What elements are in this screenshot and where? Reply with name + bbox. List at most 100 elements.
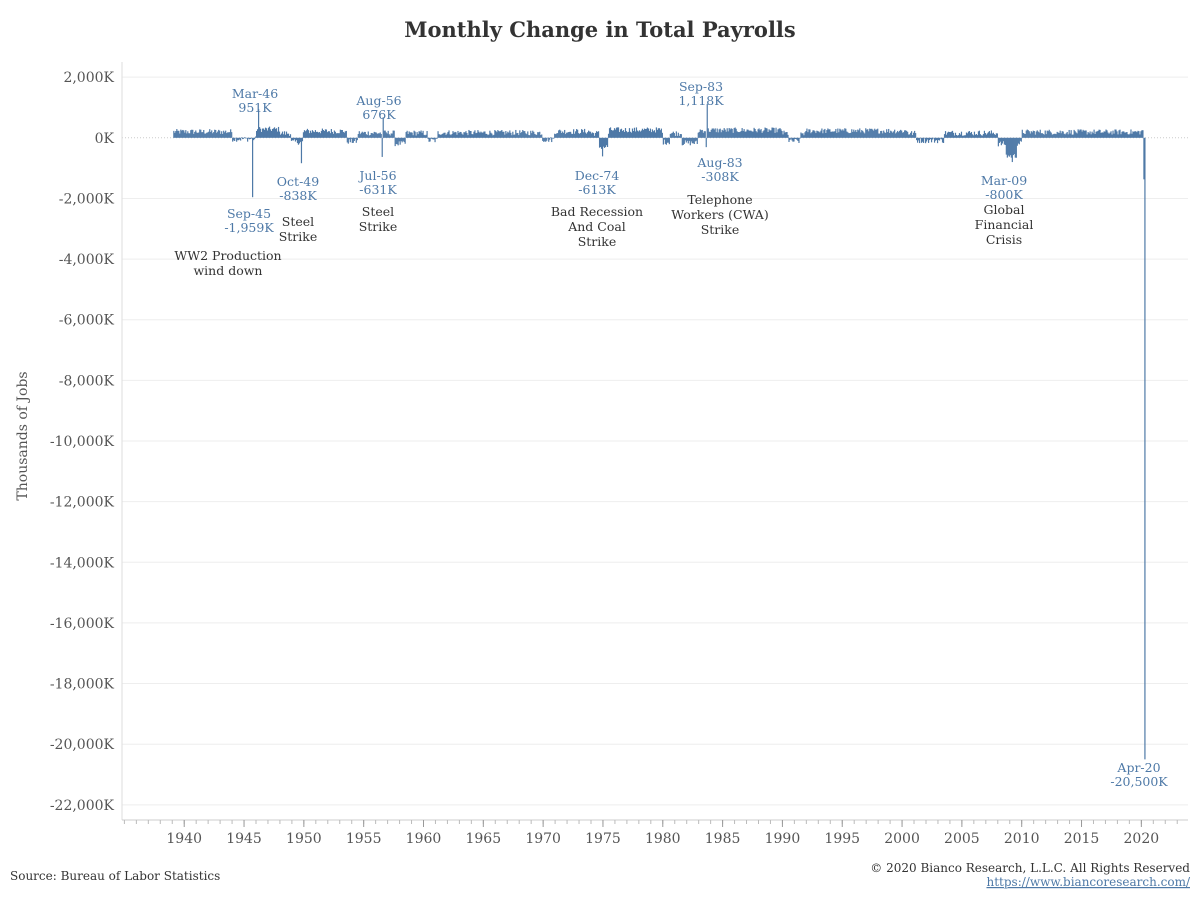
bar: [1112, 130, 1114, 138]
bar: [365, 134, 367, 138]
bar: [338, 133, 340, 138]
bar: [947, 131, 950, 138]
bar: [866, 129, 868, 138]
bar: [852, 131, 854, 138]
bar: [542, 137, 544, 141]
bar: [564, 129, 566, 138]
bar: [832, 131, 834, 138]
bar: [295, 137, 298, 141]
bar: [1095, 131, 1097, 138]
bar: [414, 131, 416, 138]
website-link[interactable]: https://www.biancoresearch.com/: [986, 875, 1190, 889]
bar: [417, 134, 419, 138]
bar: [887, 132, 889, 138]
bar: [430, 137, 432, 139]
bar: [990, 130, 992, 138]
bar: [878, 133, 880, 138]
bar: [873, 130, 875, 138]
x-tick-label: 1965: [465, 831, 501, 847]
bar: [716, 128, 718, 138]
annotation-value: -800K: [985, 187, 1023, 202]
bar: [505, 131, 507, 138]
annotation-note: Strike: [279, 229, 318, 244]
bar: [193, 133, 195, 138]
bar: [581, 129, 583, 138]
bar: [234, 137, 236, 142]
bar: [1104, 131, 1106, 138]
bar: [865, 128, 867, 138]
bar: [203, 129, 205, 138]
bar: [563, 132, 565, 138]
bar: [410, 132, 412, 138]
bar: [881, 130, 883, 138]
bar: [262, 128, 265, 138]
bar: [523, 131, 525, 138]
bar: [639, 131, 642, 138]
bar: [424, 135, 426, 138]
bar: [1077, 129, 1079, 138]
bar: [254, 137, 256, 140]
bar: [903, 132, 905, 138]
bar: [554, 133, 556, 138]
x-tick-label: 2005: [944, 831, 980, 847]
bar: [1127, 134, 1129, 138]
bar: [265, 128, 268, 138]
bar: [301, 137, 304, 142]
bar: [916, 137, 918, 141]
bar: [1032, 130, 1034, 138]
bar: [983, 130, 986, 138]
annotation-note: WW2 Production: [174, 248, 281, 263]
bar: [508, 132, 510, 138]
bar: [691, 137, 693, 144]
bar: [1124, 132, 1126, 138]
bar: [676, 135, 678, 138]
bar: [1001, 137, 1003, 144]
bar: [838, 132, 840, 138]
bar: [976, 135, 979, 138]
bar: [1025, 130, 1027, 138]
bar: [872, 129, 874, 138]
bar: [207, 132, 209, 138]
bar: [188, 133, 190, 138]
bar: [651, 129, 654, 138]
bar: [686, 137, 688, 141]
bar: [379, 132, 381, 138]
bar: [385, 132, 387, 138]
bar: [518, 135, 520, 138]
bar: [715, 132, 717, 138]
bar: [415, 135, 417, 138]
bar: [631, 128, 634, 138]
bar: [512, 131, 514, 138]
bar: [1081, 131, 1083, 138]
bar: [582, 129, 584, 138]
bar: [433, 137, 435, 140]
bar: [798, 137, 800, 143]
bar: [220, 133, 222, 138]
bar: [647, 128, 650, 138]
bar: [642, 130, 645, 138]
bar: [196, 132, 198, 138]
bar: [321, 128, 323, 138]
bar: [480, 131, 482, 138]
bar: [570, 131, 572, 138]
bar: [342, 131, 344, 138]
bar: [174, 132, 176, 138]
bar: [578, 133, 580, 138]
bar: [544, 137, 546, 142]
annotation-date: Mar-46: [232, 86, 278, 101]
bar: [181, 130, 183, 138]
bar: [663, 137, 665, 140]
bar: [751, 131, 753, 138]
bar: [522, 130, 524, 138]
bar: [1090, 134, 1092, 138]
bar: [248, 137, 250, 139]
bar: [210, 131, 212, 138]
bar: [473, 131, 475, 138]
bar: [421, 132, 423, 138]
bar: [217, 131, 219, 138]
bar: [614, 129, 617, 138]
bar: [426, 131, 428, 138]
bar: [924, 137, 927, 144]
bar: [242, 137, 244, 140]
